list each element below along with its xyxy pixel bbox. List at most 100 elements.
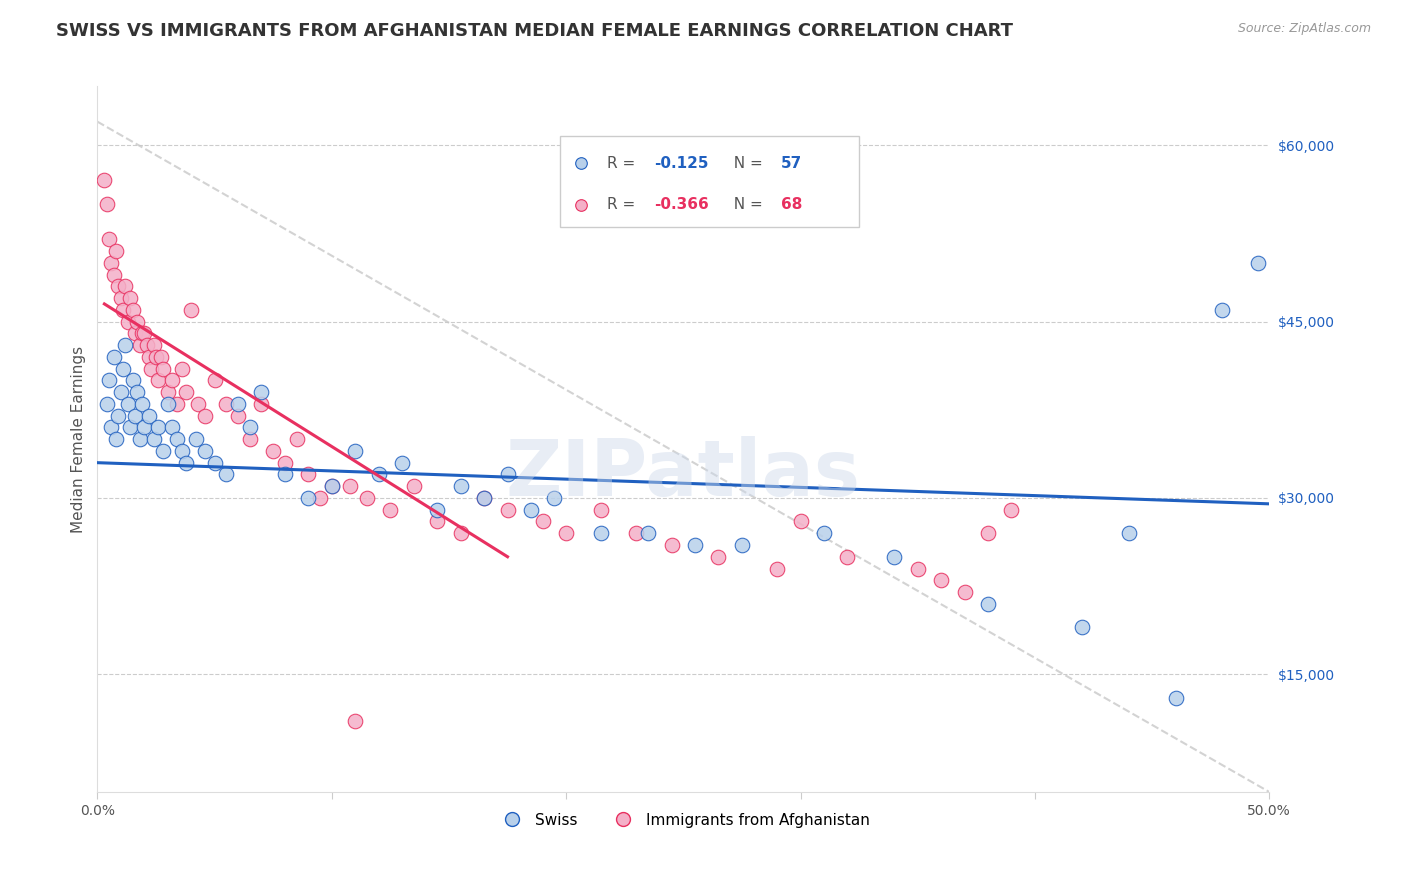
- Point: [215, 397, 238, 411]
- Point: [321, 479, 343, 493]
- Point: [121, 302, 143, 317]
- Point: [107, 279, 129, 293]
- Point: [114, 279, 136, 293]
- Point: [339, 479, 361, 493]
- Point: [953, 585, 976, 599]
- Point: [226, 409, 249, 423]
- Point: [170, 444, 193, 458]
- Point: [1118, 526, 1140, 541]
- Point: [103, 268, 125, 282]
- Point: [472, 491, 495, 505]
- Point: [152, 444, 174, 458]
- Point: [152, 361, 174, 376]
- Point: [148, 373, 170, 387]
- Point: [555, 526, 578, 541]
- Point: [344, 714, 367, 729]
- Point: [96, 397, 118, 411]
- Point: [120, 291, 142, 305]
- Text: 57: 57: [780, 156, 801, 170]
- Point: [110, 385, 132, 400]
- Point: [226, 397, 249, 411]
- Point: [402, 479, 425, 493]
- Point: [162, 420, 184, 434]
- Point: [661, 538, 683, 552]
- Point: [262, 444, 284, 458]
- Y-axis label: Median Female Earnings: Median Female Earnings: [72, 345, 86, 533]
- Point: [626, 526, 648, 541]
- Point: [134, 420, 156, 434]
- Point: [766, 561, 789, 575]
- Point: [128, 432, 150, 446]
- Point: [472, 491, 495, 505]
- Point: [142, 338, 165, 352]
- Point: [977, 597, 1000, 611]
- Point: [166, 432, 188, 446]
- Point: [156, 385, 179, 400]
- Point: [131, 326, 153, 341]
- Point: [100, 420, 122, 434]
- Point: [1246, 256, 1268, 270]
- Point: [112, 361, 135, 376]
- Point: [250, 385, 273, 400]
- Point: [426, 515, 449, 529]
- Point: [148, 420, 170, 434]
- Point: [883, 549, 905, 564]
- Point: [204, 456, 226, 470]
- Point: [138, 350, 160, 364]
- Point: [520, 502, 543, 516]
- Point: [274, 467, 297, 482]
- Point: [531, 515, 554, 529]
- Point: [96, 197, 118, 211]
- Point: [637, 526, 659, 541]
- Point: [789, 515, 811, 529]
- Point: [1164, 690, 1187, 705]
- Point: [496, 502, 519, 516]
- Point: [1211, 302, 1233, 317]
- Point: [124, 326, 146, 341]
- Point: [124, 409, 146, 423]
- Point: [98, 373, 121, 387]
- Text: N =: N =: [724, 156, 768, 170]
- Point: [250, 397, 273, 411]
- Point: [356, 491, 378, 505]
- Point: [127, 314, 149, 328]
- Point: [131, 397, 153, 411]
- Point: [141, 361, 163, 376]
- Text: R =: R =: [607, 197, 640, 212]
- Point: [391, 456, 413, 470]
- Point: [215, 467, 238, 482]
- Point: [1000, 502, 1022, 516]
- Point: [297, 467, 319, 482]
- Text: -0.125: -0.125: [654, 156, 709, 170]
- Point: [187, 397, 209, 411]
- Point: [117, 397, 139, 411]
- Point: [103, 350, 125, 364]
- Point: [194, 409, 217, 423]
- Point: [929, 574, 952, 588]
- Point: [142, 432, 165, 446]
- Point: [591, 502, 613, 516]
- Point: [112, 302, 135, 317]
- Point: [156, 397, 179, 411]
- Point: [450, 479, 472, 493]
- Point: [166, 397, 188, 411]
- Text: Source: ZipAtlas.com: Source: ZipAtlas.com: [1237, 22, 1371, 36]
- Point: [145, 350, 167, 364]
- Text: 68: 68: [780, 197, 801, 212]
- Point: [93, 173, 115, 187]
- Point: [114, 338, 136, 352]
- Point: [907, 561, 929, 575]
- Point: [204, 373, 226, 387]
- Point: [496, 467, 519, 482]
- Point: [120, 420, 142, 434]
- Point: [107, 409, 129, 423]
- Point: [380, 502, 402, 516]
- Point: [274, 456, 297, 470]
- Point: [110, 291, 132, 305]
- Point: [1054, 844, 1077, 858]
- Text: -0.366: -0.366: [654, 197, 709, 212]
- Point: [426, 502, 449, 516]
- Point: [450, 526, 472, 541]
- Point: [98, 232, 121, 246]
- Text: ZIPatlas: ZIPatlas: [506, 436, 860, 512]
